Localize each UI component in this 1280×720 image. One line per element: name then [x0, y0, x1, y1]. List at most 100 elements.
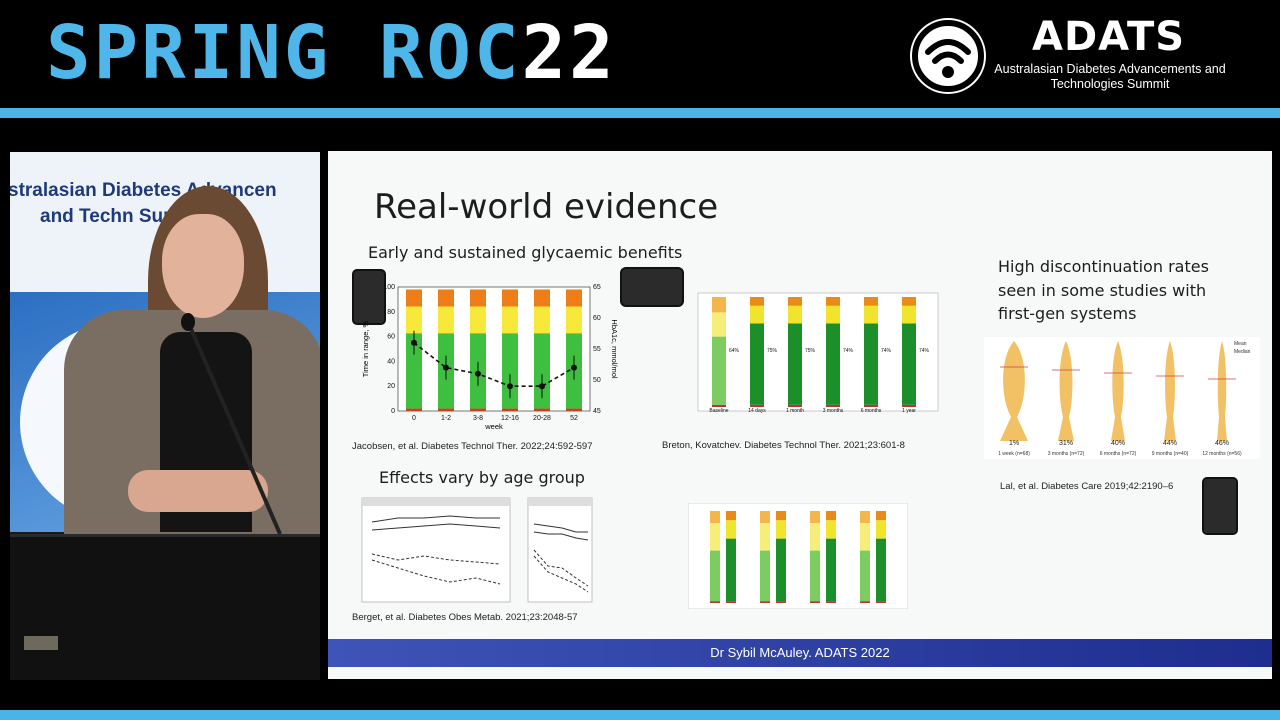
age-bar-segment	[710, 522, 720, 551]
age-bar-segment	[760, 550, 770, 602]
lal-discontinuation-label: 1%	[1009, 440, 1019, 447]
age-bar-segment	[776, 520, 786, 539]
breton-bar-segment	[864, 297, 878, 306]
breton-tir-label: 75%	[805, 348, 816, 354]
breton-chart: 64% Baseline 75% 14 days 75% 1 month 74% 3 mont…	[697, 292, 939, 414]
breton-bar-segment	[788, 404, 802, 407]
jacobsen-bar-segment	[502, 306, 518, 334]
subtitle-early-benefits: Early and sustained glycaemic benefits	[368, 243, 683, 262]
citation-breton: Breton, Kovatchev. Diabetes Technol Ther…	[662, 440, 905, 451]
lal-violin	[1164, 341, 1176, 441]
breton-category: 1 month	[786, 408, 804, 414]
wifi-logo-icon	[910, 18, 986, 94]
conference-title: SPRING ROC22	[46, 10, 617, 96]
jacobsen-ytick-left: 40	[387, 358, 395, 365]
breton-tir-label: 75%	[767, 348, 778, 354]
age-bar-segment	[826, 520, 836, 539]
age-bar-segment	[876, 520, 886, 539]
breton-bar-segment	[864, 404, 878, 407]
age-bar-segment	[810, 522, 820, 551]
bottom-stripe	[0, 710, 1280, 720]
jacobsen-point	[443, 364, 449, 371]
jacobsen-bar-segment	[406, 408, 422, 411]
lal-discontinuation-label: 40%	[1111, 440, 1125, 447]
breton-category: 1 year	[902, 408, 916, 414]
jacobsen-bar-segment	[566, 289, 582, 307]
presentation-slide: Real-world evidence Early and sustained …	[328, 151, 1272, 679]
breton-bar-segment	[750, 305, 764, 324]
age-bar-segment	[876, 601, 886, 603]
jacobsen-point	[507, 383, 513, 390]
jacobsen-ytick-left: 0	[391, 408, 395, 415]
conference-title-number: 22	[521, 10, 617, 96]
lal-category: 3 months (n=72)	[1048, 451, 1085, 457]
breton-bar-segment	[826, 305, 840, 324]
slide-footer-bar	[328, 639, 1272, 667]
jacobsen-ylabel-left: Time in range, %	[361, 320, 370, 377]
speaker-hands	[128, 470, 268, 512]
age-bar-segment	[726, 520, 736, 539]
age-bar-segment	[726, 538, 736, 602]
jacobsen-bar-segment	[438, 289, 454, 307]
jacobsen-bar-segment	[566, 408, 582, 411]
jacobsen-bar-segment	[470, 306, 486, 334]
citation-lal: Lal, et al. Diabetes Care 2019;42:2190–6	[1000, 481, 1174, 492]
breton-category: Baseline	[709, 408, 728, 414]
berget-chart	[361, 497, 593, 603]
age-bar-segment	[860, 550, 870, 602]
jacobsen-bar-segment	[566, 306, 582, 334]
lal-category: 1 week (n=68)	[998, 451, 1030, 457]
lal-violin	[1058, 341, 1074, 441]
jacobsen-ytick-left: 100	[383, 284, 395, 291]
brand-subtitle: Australasian Diabetes Advancements and T…	[994, 62, 1226, 91]
jacobsen-bar-segment	[406, 306, 422, 334]
breton-bar-segment	[864, 305, 878, 324]
podium	[10, 534, 320, 680]
jacobsen-bar-segment	[534, 408, 550, 411]
jacobsen-ytick-right: 65	[593, 284, 601, 291]
breton-bar-segment	[864, 323, 878, 405]
jacobsen-point	[571, 364, 577, 371]
breton-tir-label: 74%	[919, 348, 930, 354]
age-bar-segment	[876, 538, 886, 602]
breton-tir-label: 64%	[729, 348, 740, 354]
citation-berget: Berget, et al. Diabetes Obes Metab. 2021…	[352, 612, 578, 623]
jacobsen-bar-segment	[406, 289, 422, 307]
brand-name: ADATS	[1032, 14, 1186, 60]
breton-bar-segment	[712, 312, 726, 337]
breton-bar-segment	[750, 404, 764, 407]
jacobsen-xtick: 20-28	[533, 415, 551, 422]
lal-category: 9 months (n=40)	[1152, 451, 1189, 457]
age-bar-segment	[760, 522, 770, 551]
breton-bar-segment	[788, 323, 802, 405]
jacobsen-point	[411, 339, 417, 346]
discontinuation-heading: High discontinuation rates seen in some …	[998, 257, 1209, 323]
lal-violin	[1217, 341, 1227, 441]
age-bar-segment	[726, 601, 736, 603]
breton-category: 3 months	[823, 408, 844, 414]
lal-discontinuation-label: 46%	[1215, 440, 1229, 447]
lal-category: 6 months (n=72)	[1100, 451, 1137, 457]
insulin-pump-icon	[352, 269, 386, 325]
breton-bar-segment	[902, 297, 916, 306]
jacobsen-xtick: 1-2	[441, 415, 451, 422]
age-bar-segment	[710, 601, 720, 603]
age-bar-segment	[710, 511, 720, 523]
jacobsen-bar-segment	[534, 306, 550, 334]
breton-category: 14 days	[748, 408, 766, 414]
lal-discontinuation-label: 44%	[1163, 440, 1177, 447]
lal-legend-item: Median	[1234, 349, 1251, 355]
age-bar-segment	[860, 522, 870, 551]
lal-legend-item: Mean	[1234, 341, 1247, 347]
jacobsen-bar-segment	[438, 408, 454, 411]
slide-title: Real-world evidence	[374, 187, 719, 227]
breton-tir-label: 74%	[843, 348, 854, 354]
jacobsen-xtick: 3-8	[473, 415, 483, 422]
age-bar-segment	[826, 538, 836, 602]
breton-bar-segment	[750, 323, 764, 405]
jacobsen-ytick-left: 80	[387, 309, 395, 316]
jacobsen-ytick-right: 50	[593, 377, 601, 384]
microphone-icon	[181, 313, 282, 535]
breton-bar-segment	[902, 305, 916, 324]
breton-tir-label: 74%	[881, 348, 892, 354]
